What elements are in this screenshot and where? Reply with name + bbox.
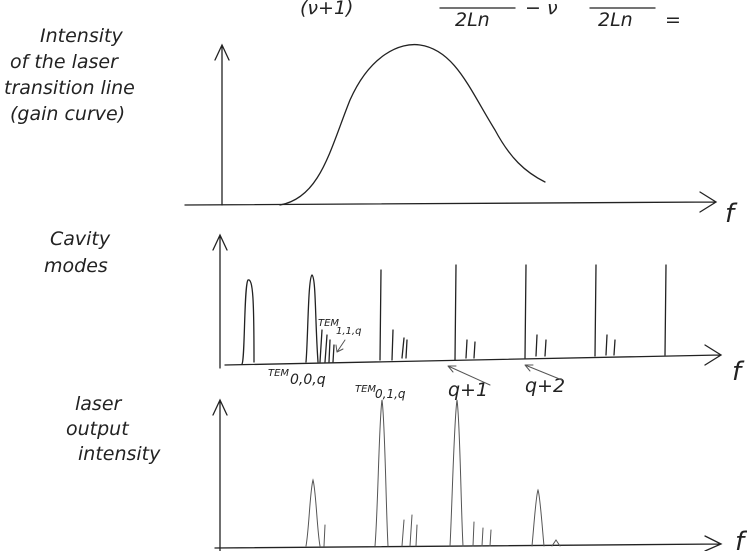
panel-label: laser bbox=[75, 393, 123, 415]
annotation-subscript: 1,1,q bbox=[336, 326, 361, 337]
mode-peak bbox=[241, 279, 255, 365]
annotation: q+1 bbox=[448, 379, 488, 401]
formula-part: (ν+1) bbox=[300, 0, 353, 19]
mode-peak bbox=[524, 264, 547, 359]
gain-curve bbox=[279, 43, 546, 206]
panel-label: of the laser bbox=[10, 51, 119, 73]
axis-label: f bbox=[732, 357, 745, 387]
formula-part: − ν bbox=[525, 0, 558, 19]
formula-denominator: 2Ln bbox=[455, 9, 490, 31]
annotation-subscript: 0,0,q bbox=[290, 372, 326, 388]
panel-label: Cavity bbox=[50, 228, 111, 250]
mode-peak bbox=[305, 274, 335, 363]
annotation: q+2 bbox=[525, 375, 565, 397]
annotation-subscript: 0,1,q bbox=[375, 387, 406, 401]
output-peak bbox=[305, 478, 326, 547]
x-axis bbox=[224, 344, 723, 366]
panel-label: Intensity bbox=[40, 25, 123, 47]
x-axis bbox=[214, 535, 723, 551]
output-peak bbox=[531, 488, 561, 547]
axis-label: f bbox=[725, 199, 738, 229]
output-peak bbox=[374, 399, 418, 547]
y-axis bbox=[212, 398, 228, 551]
panel-label: (gain curve) bbox=[10, 103, 125, 125]
arrow bbox=[335, 339, 346, 353]
panel-label: intensity bbox=[78, 443, 161, 465]
panel-label: transition line bbox=[4, 77, 135, 99]
annotation: TEM bbox=[355, 384, 376, 395]
y-axis bbox=[212, 233, 228, 369]
annotation: TEM bbox=[318, 318, 339, 329]
arrow bbox=[524, 364, 563, 381]
x-axis bbox=[184, 191, 718, 213]
axis-label: f bbox=[735, 527, 747, 551]
mode-peak bbox=[594, 264, 616, 357]
formula-equals: = bbox=[665, 9, 681, 31]
panel-label: output bbox=[66, 418, 130, 440]
arrow bbox=[447, 365, 491, 386]
panel-label: modes bbox=[44, 255, 108, 277]
mode-peak bbox=[379, 269, 408, 361]
mode-peak bbox=[454, 264, 476, 361]
formula-denominator: 2Ln bbox=[598, 9, 633, 31]
y-axis bbox=[214, 43, 230, 206]
annotation: TEM bbox=[268, 368, 289, 379]
mode-peak bbox=[664, 264, 667, 356]
output-peak bbox=[449, 399, 492, 547]
